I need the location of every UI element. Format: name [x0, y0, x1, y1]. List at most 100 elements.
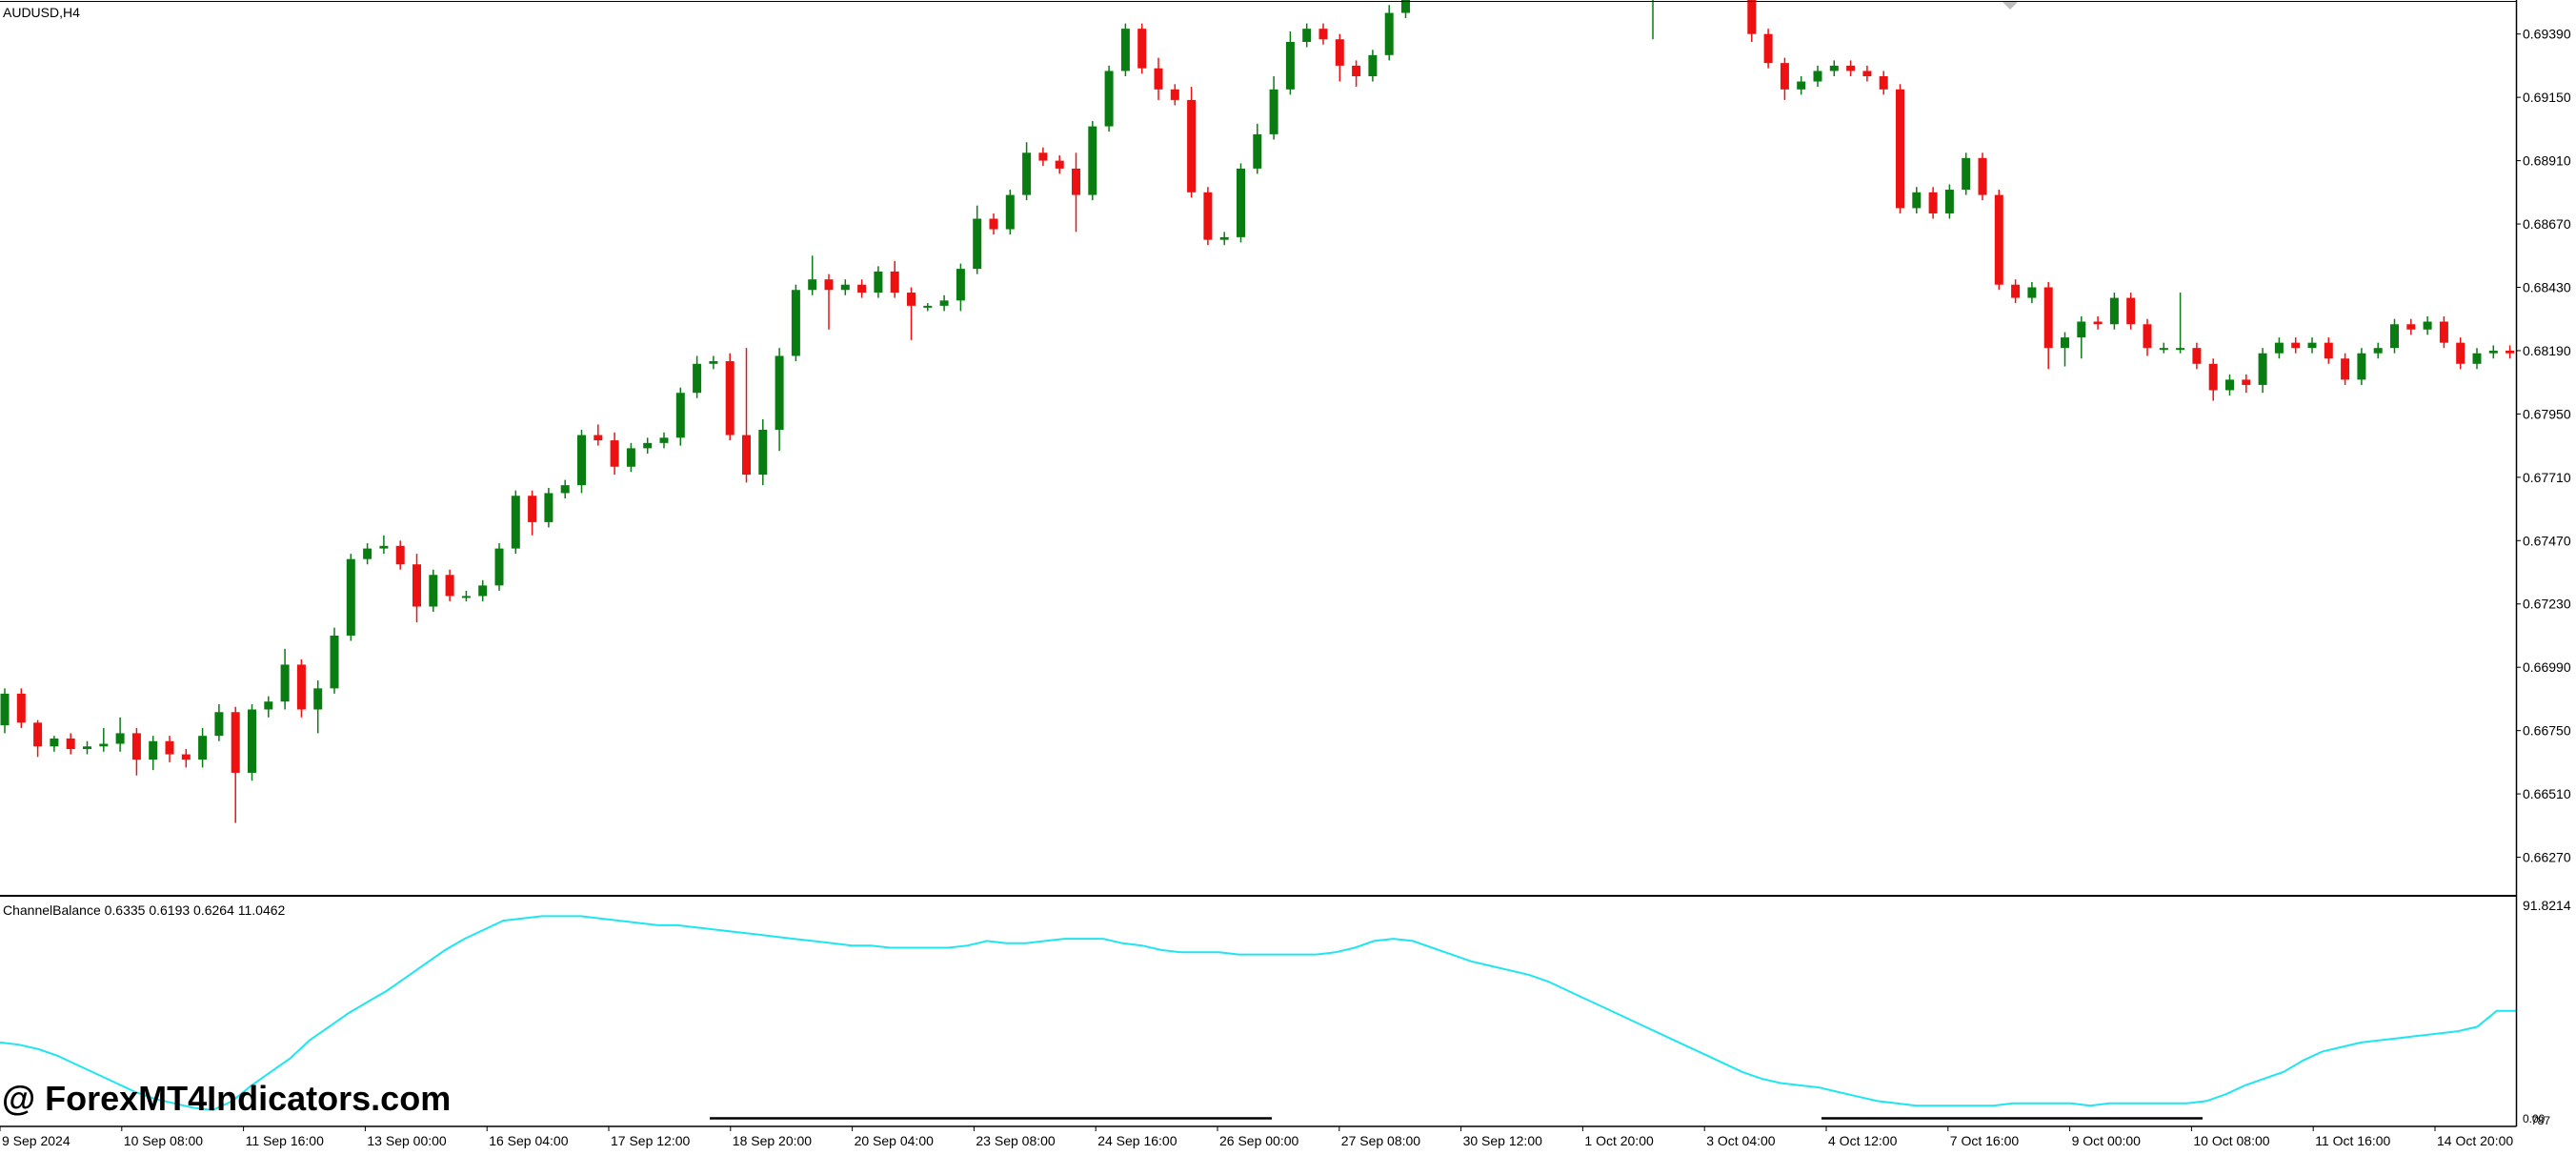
candle-body-bull: [99, 743, 109, 747]
candle-body-bull: [758, 430, 768, 476]
candle: [528, 490, 537, 536]
candle: [181, 749, 191, 768]
candle-body-bear: [2208, 363, 2218, 391]
candle: [1022, 142, 1032, 201]
candle: [330, 627, 339, 694]
candle-body-bull: [1384, 12, 1394, 55]
candle-body-bull: [1368, 54, 1378, 76]
candle-body-bear: [165, 740, 174, 755]
candlestick-series: [0, 0, 2515, 823]
candle: [2406, 318, 2416, 335]
candle-body-bear: [1780, 63, 1789, 90]
candle-body-bear: [395, 545, 405, 565]
time-tick-label: 1 Oct 20:00: [1584, 1133, 1654, 1148]
candle: [2225, 374, 2234, 396]
candle: [2011, 279, 2021, 304]
time-tick-label: 30 Sep 12:00: [1463, 1133, 1543, 1148]
candle-body-bear: [594, 435, 603, 441]
candle: [379, 535, 389, 555]
candle: [1763, 29, 1773, 69]
candle: [2126, 293, 2136, 330]
candle-body-bull: [511, 496, 520, 549]
candle: [346, 554, 355, 641]
candle: [907, 287, 916, 340]
candle-body-bear: [1747, 0, 1757, 34]
candle-body-bull: [461, 596, 471, 598]
candle-body-bull: [791, 290, 800, 356]
candle: [2472, 348, 2482, 370]
candle: [2077, 315, 2086, 359]
candle: [2109, 293, 2119, 330]
candle-body-bear: [2192, 348, 2202, 364]
candle-body-bull: [2307, 342, 2317, 349]
candle-body-bull: [115, 733, 125, 744]
candle-body-bear: [2126, 297, 2136, 325]
candle: [1896, 84, 1904, 213]
candle-body-bull: [560, 485, 570, 494]
candle-body-bull: [149, 740, 158, 760]
candle-body-bear: [1187, 99, 1197, 192]
candle-body-bull: [1813, 71, 1822, 82]
candle-body-bull: [1401, 0, 1410, 13]
candle-body-bull: [675, 393, 685, 438]
indicator-label: ChannelBalance 0.6335 0.6193 0.6264 11.0…: [3, 902, 286, 918]
candle: [264, 696, 273, 718]
candle-body-bull: [2274, 342, 2284, 354]
price-tick-label: 0.67470: [2523, 533, 2571, 548]
candle-body-bear: [1978, 157, 1987, 195]
candle-body-bear: [1352, 65, 1361, 76]
candle-body-bull: [1237, 168, 1245, 237]
candle-body-bear: [1203, 192, 1213, 240]
candle-body-bull: [280, 664, 290, 702]
candle: [989, 213, 998, 235]
price-tick-label: 0.66990: [2523, 659, 2571, 675]
time-tick-label: 13 Sep 00:00: [367, 1133, 447, 1148]
candle-body-bear: [1862, 71, 1872, 76]
candle: [2043, 281, 2053, 370]
candle-body-bear: [131, 733, 141, 760]
candle: [2242, 374, 2251, 394]
candle-body-bull: [1022, 152, 1032, 195]
candle: [840, 279, 850, 295]
time-tick-label: 23 Sep 08:00: [976, 1133, 1056, 1148]
candle-body-bull: [429, 575, 438, 607]
chart-shift-marker[interactable]: [2002, 2, 2018, 10]
candle: [610, 432, 619, 476]
candle: [1652, 0, 1654, 40]
candle: [1879, 71, 1888, 95]
candle-body-bear: [2506, 350, 2515, 354]
candle: [544, 487, 553, 528]
candle: [50, 736, 59, 752]
time-tick-label: 17 Sep 12:00: [611, 1133, 691, 1148]
candle-body-bear: [1994, 194, 2003, 285]
candle-body-bull: [494, 548, 504, 586]
candle: [1747, 0, 1757, 42]
candle-body-bull: [973, 218, 982, 270]
candle: [296, 659, 306, 718]
time-tick-label: 7 Oct 16:00: [1950, 1133, 2020, 1148]
time-tick-label: 11 Oct 16:00: [2315, 1133, 2390, 1148]
indicator-series: [0, 915, 2516, 1111]
candle: [149, 736, 158, 771]
candle-body-bear: [1879, 75, 1888, 90]
candle: [956, 263, 965, 312]
candle-body-bull: [2258, 353, 2267, 385]
candle-body-bull: [659, 437, 669, 443]
candle: [2307, 337, 2317, 354]
time-tick-label: 27 Sep 08:00: [1341, 1133, 1421, 1148]
candle: [1335, 33, 1344, 82]
candle: [1829, 60, 1839, 76]
candle: [2208, 358, 2218, 401]
candle: [2274, 337, 2284, 359]
candle-body-bear: [742, 435, 751, 476]
watermark: @ ForexMT4Indicators.com: [2, 1079, 451, 1118]
candle: [1846, 60, 1856, 76]
candle-body-bull: [2390, 324, 2399, 349]
candle-body-bear: [1038, 152, 1048, 161]
indicator-zero-label: 0.00: [2523, 1112, 2546, 1125]
price-tick-label: 0.68670: [2523, 216, 2571, 232]
candle: [2159, 342, 2168, 354]
